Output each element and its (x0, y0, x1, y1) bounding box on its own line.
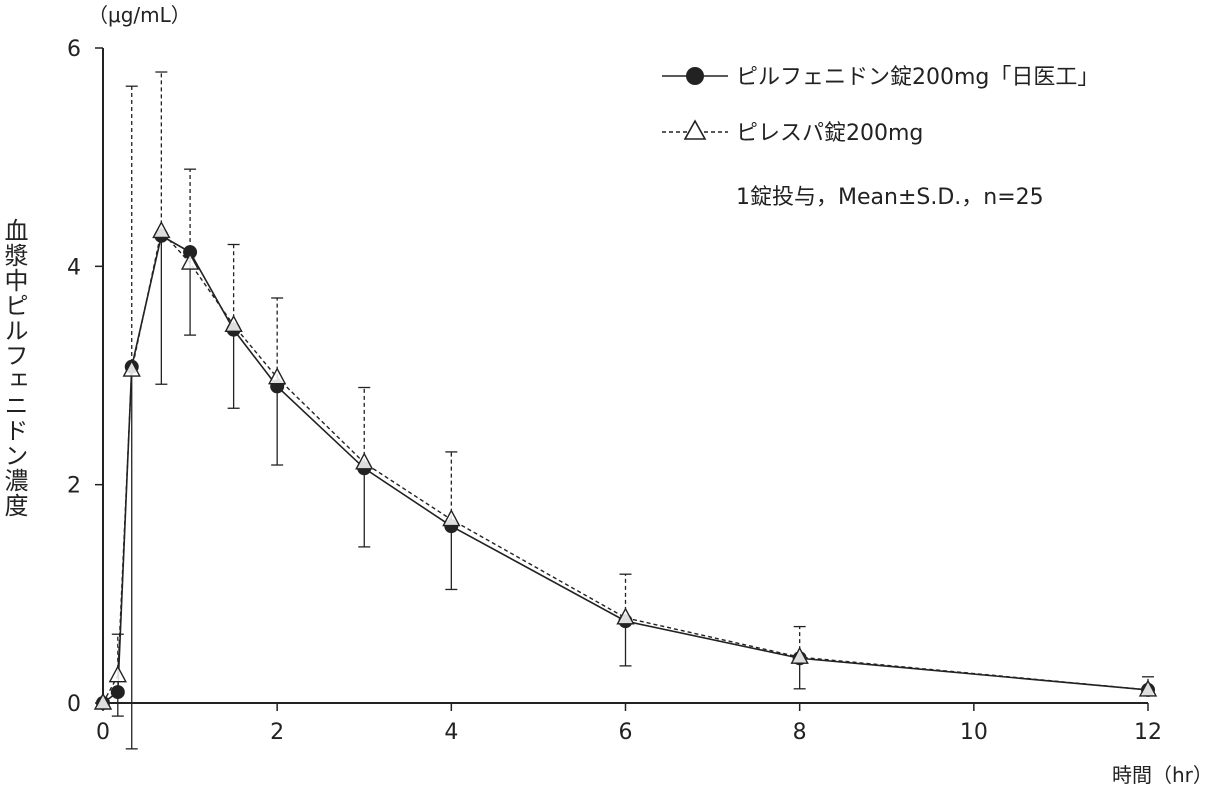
data-point-series-2 (790, 646, 809, 664)
x-tick-label: 4 (444, 720, 458, 745)
error-bar-group (111, 71, 1154, 750)
series-line-group (102, 229, 1149, 704)
data-point-series-2 (180, 252, 200, 270)
series-line-2 (102, 229, 1149, 704)
y-tick-label: 4 (67, 255, 81, 280)
legend-label-series-1: ピルフェニドン錠200mg「日医工」 (736, 65, 1099, 90)
x-axis-label: 時間（hr） (1112, 763, 1210, 787)
y-tick-label: 0 (67, 692, 81, 717)
y-axis-label: 血漿中ピルフェニドン濃度 (0, 218, 28, 518)
stats-note: 1錠投与，Mean±S.D.，n=25 (736, 185, 1044, 210)
data-point-series-2 (442, 509, 461, 527)
y-tick-group: 0 2 4 6 (67, 37, 103, 717)
data-point-series-2 (122, 359, 141, 377)
legend-label-series-2: ピレスパ錠200mg (736, 121, 923, 146)
x-tick-label: 6 (619, 720, 633, 745)
data-point-series-1 (183, 245, 198, 260)
x-tick-label: 12 (1134, 720, 1162, 745)
y-unit-label: （μg/mL） (88, 3, 191, 27)
x-tick-label: 10 (960, 720, 988, 745)
data-point-series-2 (93, 692, 113, 710)
data-point-series-1 (110, 685, 125, 700)
data-point-series-2 (267, 367, 287, 385)
legend-marker-series-2 (683, 119, 707, 140)
data-point-series-2 (108, 665, 127, 683)
legend: ピルフェニドン錠200mg「日医工」 ピレスパ錠200mg 1錠投与，Mean±… (662, 65, 1099, 210)
data-point-series-2 (224, 314, 243, 332)
series-line-1 (102, 234, 1149, 704)
data-point-series-2 (355, 452, 374, 470)
legend-marker-series-1 (686, 67, 704, 85)
data-point-series-2 (616, 607, 635, 625)
y-tick-label: 6 (67, 37, 81, 62)
x-tick-label: 0 (96, 720, 110, 745)
data-point-series-2 (1138, 679, 1158, 697)
data-point-series-2 (152, 220, 171, 239)
y-tick-label: 2 (67, 474, 81, 499)
x-tick-group: 0 2 4 6 8 10 12 (96, 703, 1162, 745)
series-marker-group (93, 220, 1158, 710)
x-tick-label: 2 (270, 720, 284, 745)
x-tick-label: 8 (793, 720, 807, 745)
